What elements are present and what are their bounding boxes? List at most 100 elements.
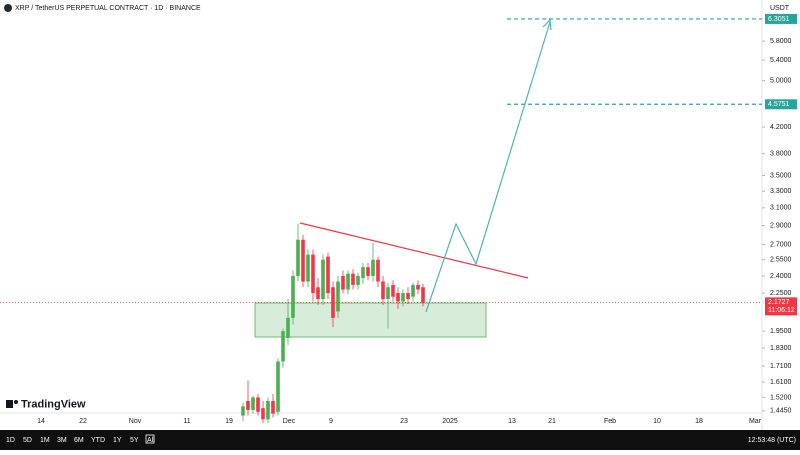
target-label: 6.3051 [768,16,790,23]
calendar-icon[interactable] [145,434,155,444]
candle-body [341,275,345,290]
candle-body [366,267,370,276]
y-tick-label: 1.6100 [770,379,792,386]
candle-body [271,400,275,414]
projection-path [425,21,551,313]
candle-body [246,400,250,410]
candle-body [301,239,305,282]
candle-body [321,259,325,300]
candle-body [261,408,265,420]
target-label-box [765,13,797,24]
candle-body [241,406,245,416]
range-button[interactable]: 5D [23,437,32,444]
x-tick-label: 11 [183,418,190,425]
coin-icon [4,4,12,12]
range-button[interactable]: 1M [40,437,50,444]
range-button[interactable]: 6M [74,437,84,444]
candle-body [311,254,315,294]
trend-line [299,222,529,279]
y-tick-label: 2.9000 [770,222,792,229]
y-tick-label: 1.4450 [770,408,792,415]
candle-body [326,256,330,294]
y-tick-label: 5.0000 [770,77,792,84]
chart-title: XRP / TetherUS PERPETUAL CONTRACT · 1D ·… [15,5,201,12]
range-button[interactable]: All [147,437,155,444]
candle-body [356,275,360,285]
range-button[interactable]: YTD [91,437,105,444]
toolbar [0,430,800,450]
drawings [254,18,552,338]
x-tick-label: Nov [129,418,142,425]
candle-body [411,284,415,297]
y-tick-label: 3.1000 [770,205,792,212]
y-tick-label: 2.7000 [770,241,792,248]
candle-body [396,293,400,302]
y-tick-label: 1.5200 [770,394,792,401]
y-tick-label: 1.8300 [770,345,792,352]
candle-body [291,275,295,318]
candle-body [346,273,350,290]
candle-body [256,397,260,412]
candle-body [386,287,390,300]
candle-body [251,397,255,410]
y-tick-label: 2.2500 [770,290,792,297]
plot-area: 5.8000 5.4000 5.0000 4.2000 3.8000 3.5000 3.30… [0,13,797,425]
x-tick-label: Feb [604,418,616,425]
toolbar-items: 12:53:48 (UTC) 1D 5D 1M 3M 6M YTD 1Y 5Y All [6,434,796,444]
target-label-box [765,99,797,110]
x-tick-label: Mar [749,418,762,425]
candle-body [416,284,420,290]
candle-body [406,293,410,300]
x-tick-label: 13 [508,418,516,425]
candle-body [316,287,320,300]
candle-body [296,239,300,276]
candle-body [286,317,290,339]
target-label: 4.5751 [768,101,790,108]
x-tick-label: 2025 [442,418,458,425]
logo-mark [14,400,18,404]
candle-body [276,361,280,412]
y-tick-label: 5.4000 [770,57,792,64]
x-tick-label: 19 [225,418,233,425]
range-button[interactable]: 3M [57,437,67,444]
logo: TradingView [6,398,86,410]
x-tick-label: Dec [283,418,296,425]
candle-body [266,400,270,420]
candle-body [381,281,385,300]
arrow-head [542,18,552,31]
y-tick-label: 4.2000 [770,124,792,131]
candle-body [371,259,375,276]
range-button[interactable]: 1Y [113,437,122,444]
x-tick-label: 14 [37,418,45,425]
candle-body [351,273,355,285]
candle-body [281,331,285,362]
range-button[interactable]: 5Y [130,437,139,444]
y-tick-label: 2.4000 [770,273,792,280]
candle-body [421,287,425,303]
y-tick-label: 1.9500 [770,328,792,335]
x-tick-label: 21 [548,418,556,425]
y-tick-label: 1.7100 [770,363,792,370]
logo-mark [6,400,13,408]
candle-body [376,259,380,282]
y-tick-label: 3.3000 [770,188,792,195]
x-tick-label: 10 [653,418,661,425]
clock: 12:53:48 (UTC) [748,437,796,444]
x-tick-label: 22 [79,418,87,425]
y-tick-label: 3.5000 [770,172,792,179]
logo-text: TradingView [21,398,86,410]
candle-body [306,254,310,282]
y-tick-label: 3.8000 [770,151,792,158]
countdown: 11:06:12 [768,307,795,314]
last-price-label: 2.1727 [768,299,790,306]
x-tick-label: 9 [329,418,333,425]
last-price-box [765,297,797,316]
x-tick-label: 23 [400,418,408,425]
candle-body [336,281,340,312]
currency: USDT [770,5,790,12]
y-tick-label: 5.8000 [770,38,792,45]
range-button[interactable]: 1D [6,437,15,444]
candle-body [391,284,395,297]
